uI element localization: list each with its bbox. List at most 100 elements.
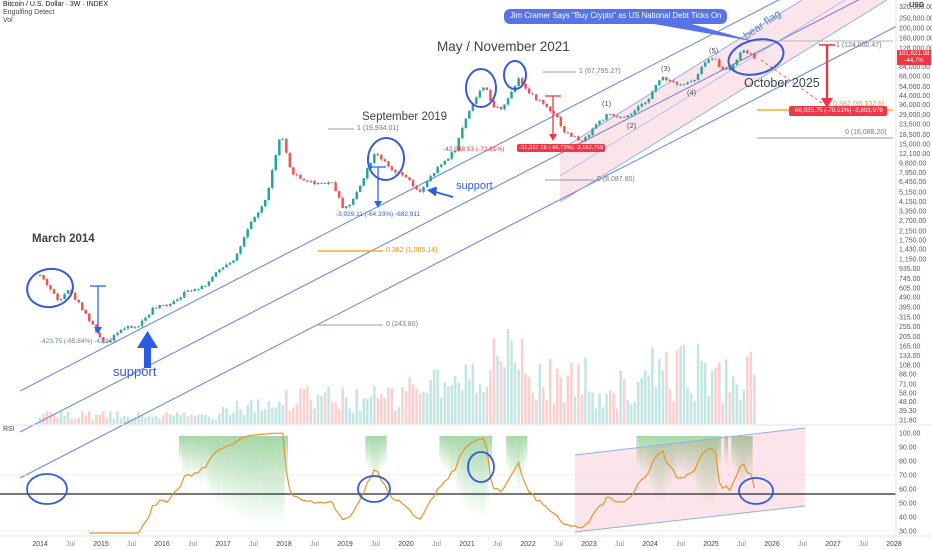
annotation-support-1[interactable]: support [456,180,493,192]
measure-label-2022-b[interactable]: -31,917.19 (-66.73%) -3,162,769 [517,144,606,153]
candle-body [425,181,429,188]
plot-area[interactable] [0,0,932,534]
candle-body [482,87,485,91]
highlight-ellipse[interactable] [465,68,497,108]
wave-label-3[interactable]: (3) [661,64,671,73]
volume-bar [577,364,580,424]
rsi-overbought-fill [699,436,704,501]
candle-body [109,339,112,343]
time-tick-label: Jul [371,541,380,548]
measure-label-2022-a[interactable]: -42,088.53 (-72.81%) [443,146,505,153]
fib-label-0382-1085[interactable]: 0.382 (1,085.14) [386,247,438,254]
annotation-october-2025[interactable]: October 2025 [744,76,820,90]
bear-flag-lower-line[interactable] [559,0,888,203]
measure-label-2025-projection[interactable]: -68,035.75 (-70.51%) -3,803,979 [789,106,887,116]
candle-body [608,114,612,115]
fib-label-0-243[interactable]: 0 (243.80) [386,321,418,328]
volume-bar [73,419,77,424]
rsi-overbought-fill [675,436,679,475]
volume-bar [334,402,337,424]
rsi-overbought-fill [731,436,735,470]
price-tick-label: 935.00 [899,266,921,273]
fib-label-0382-35102[interactable]: 0.382 (35,102.6) [833,101,885,108]
trend-channel-line[interactable] [19,8,932,479]
wave-label-5[interactable]: (5) [709,46,719,55]
volume-bar [527,376,531,424]
annotation-march-2014[interactable]: March 2014 [32,233,95,245]
symbol-title[interactable]: Bitcoin / U.S. Dollar · 3W · INDEX [3,1,109,8]
bear-flag-upper-line[interactable] [559,0,803,151]
rsi-overbought-fill [460,436,465,504]
rsi-overbought-fill [189,436,194,477]
candle-body [601,119,605,121]
candle-body [563,126,566,133]
volume-bar [144,417,147,424]
fib-label-1-19934[interactable]: 1 (19,934.01) [357,125,399,132]
candle-body [545,103,548,107]
fib-label-1-67795[interactable]: 1 (67,795.27) [579,68,621,75]
fib-label-0-16088[interactable]: 0 (16,088.20) [845,129,887,136]
highlight-ellipse[interactable] [24,265,76,310]
measure-label-2019[interactable]: -3,929.11 (-64.33%) -682,911 [335,211,421,218]
volume-bar [411,384,415,424]
highlight-ellipse[interactable] [366,137,406,182]
current-price-badge[interactable]: 101,621.98 -44.7% [897,50,931,66]
time-tick-label: 2017 [215,541,231,548]
volume-bar [707,396,710,424]
price-tick-label: 9,800.00 [899,161,926,168]
candle-body [225,264,228,268]
candle-body [654,85,658,92]
wave-label-1[interactable]: (1) [602,99,612,108]
volume-bar [49,412,52,424]
projection-dashed-line[interactable] [760,59,823,104]
indicator-engulfing-detect[interactable]: Engulfing Detect [3,9,55,16]
trend-channel-line[interactable] [19,0,932,433]
candle-body [348,204,351,207]
candle-body [126,326,130,329]
volume-bar [264,409,267,424]
volume-bar [735,384,739,424]
rsi-overbought-fill [685,436,690,479]
highlight-ellipse[interactable] [503,60,527,90]
rsi-overbought-fill [668,436,672,488]
fib-label-0-8087[interactable]: 0 (8,087.80) [597,176,635,183]
price-tick-label: 133.00 [899,353,921,360]
volume-bar [105,418,109,424]
volume-bar [176,412,179,424]
rsi-overbought-fill [376,436,380,482]
trend-channel-line[interactable] [19,0,932,392]
volume-bar [295,403,299,424]
rsi-pane-label[interactable]: RSI [3,426,15,433]
highlight-ellipse[interactable] [725,34,788,81]
rsi-channel-upper[interactable] [574,427,806,456]
news-callout[interactable]: Jim Cramer Says "Buy Crypto" as US Natio… [504,9,728,24]
indicator-volume[interactable]: Vol [3,17,13,24]
rsi-overbought-fill [513,436,517,485]
wave-label-4[interactable]: (4) [687,88,697,97]
measure-label-2014[interactable]: -423.75 (-65.84%) -42,375 [40,338,117,345]
annotation-september-2019[interactable]: September 2019 [362,111,448,123]
fib-label-1-124000[interactable]: 1 (124,000.47) [836,42,882,49]
wave-label-2[interactable]: (2) [627,121,637,130]
volume-bar [38,417,42,424]
candle-body [91,321,94,325]
support-arrow-up[interactable] [137,331,158,368]
volume-bar [566,375,570,424]
volume-bar [165,412,168,424]
volume-bar [348,408,351,424]
rsi-highlight-ellipse[interactable] [738,477,774,505]
volume-bar [432,369,436,424]
rsi-channel-lower[interactable] [574,505,806,533]
rsi-highlight-ellipse[interactable] [26,473,68,505]
volume-bar [591,392,594,424]
volume-bar [556,368,559,424]
bear-flag-mid-line[interactable] [559,0,846,177]
volume-bar [95,414,98,424]
rsi-highlight-ellipse[interactable] [467,451,495,483]
candle-body [443,160,446,165]
annotation-support-2[interactable]: support [113,364,157,379]
annotation-may-november-2021[interactable]: May / November 2021 [437,39,570,54]
rsi-highlight-ellipse[interactable] [357,475,391,503]
support-arrowhead [427,186,437,197]
